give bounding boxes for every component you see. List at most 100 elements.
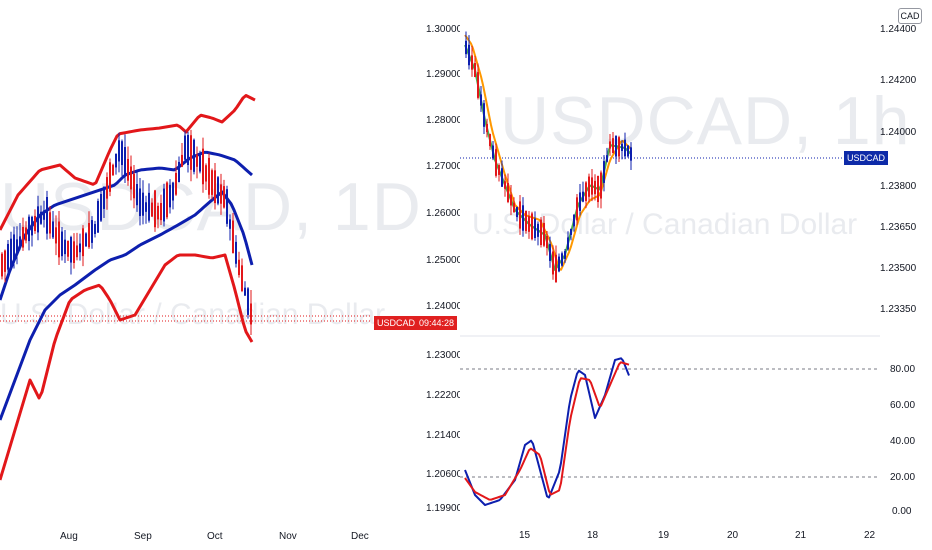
candle-body (564, 251, 566, 259)
price-axis-label: 1.23500 (880, 263, 917, 274)
candle-body (492, 145, 494, 159)
candle-body (172, 182, 174, 201)
candle-body (61, 231, 63, 257)
moving-average-line (464, 34, 632, 271)
candle-body (232, 220, 234, 253)
candle-body (88, 223, 90, 248)
candle-body (76, 245, 78, 258)
candle-body (79, 243, 81, 253)
upper-band-line (0, 94, 256, 231)
candle-body (7, 243, 9, 270)
candle-body (615, 135, 617, 157)
candle-body (103, 186, 105, 209)
candle-body (202, 148, 204, 185)
candle-body (579, 192, 581, 211)
candle-body (531, 213, 533, 240)
candle-body (19, 236, 21, 248)
candle-body (235, 241, 237, 264)
candle-body (160, 203, 162, 221)
y-axis-label: 1.28000 (426, 115, 463, 126)
candle-body (133, 173, 135, 199)
candle-body (211, 170, 213, 195)
candle-body (121, 141, 123, 166)
currency-button[interactable]: CAD (898, 8, 922, 24)
candle-body (67, 240, 69, 257)
blue-band-line (0, 190, 254, 421)
candle-body (193, 139, 195, 172)
candle-body (148, 192, 150, 221)
candle-body (43, 210, 45, 220)
candle-body (471, 55, 473, 70)
candle-body (58, 221, 60, 258)
candle-body (229, 219, 231, 229)
oscillator-axis-label: 0.00 (892, 506, 912, 517)
candle-body (474, 63, 476, 77)
candle-body (109, 162, 111, 192)
hourly-candle-chart[interactable] (460, 0, 932, 550)
candle-body (504, 181, 506, 189)
candle-body (28, 216, 30, 242)
candle-body (49, 212, 51, 234)
candle-body (136, 184, 138, 206)
x-axis-label: Nov (279, 531, 297, 542)
candle-body (91, 220, 93, 243)
candle-body (196, 154, 198, 167)
candle-body (73, 241, 75, 264)
candle-body (205, 165, 207, 182)
candle-body (214, 170, 216, 204)
candle-body (507, 183, 509, 202)
candle-body (85, 233, 87, 247)
candle-body (582, 191, 584, 202)
candle-body (465, 40, 467, 55)
candle-body (627, 145, 629, 157)
candle-body (55, 227, 57, 244)
y-axis-label: 1.30000 (426, 24, 463, 35)
candle-body (576, 197, 578, 221)
candle-body (247, 288, 249, 315)
y-axis-label: 1.27000 (426, 161, 463, 172)
x-axis-label: 20 (727, 530, 739, 541)
candle-body (181, 154, 183, 167)
x-axis-label: 19 (658, 530, 670, 541)
candle-body (52, 221, 54, 238)
daily-candle-chart[interactable] (0, 0, 460, 550)
candle-body (154, 190, 156, 228)
candle-body (513, 202, 515, 213)
candle-body (169, 184, 171, 208)
candle-body (244, 287, 246, 296)
candle-body (585, 182, 587, 201)
y-axis-label: 1.19900 (426, 503, 463, 514)
y-axis-label: 1.26000 (426, 208, 463, 219)
y-axis-label: 1.20600 (426, 469, 463, 480)
candle-body (543, 222, 545, 246)
daily-chart-pane[interactable]: USDCAD, 1D U.S. Dollar / Canadian Dollar… (0, 0, 463, 550)
candle-body (561, 253, 563, 266)
candle-body (534, 218, 536, 239)
candle-body (241, 265, 243, 291)
price-axis-label: 1.23350 (880, 304, 917, 315)
candle-body (573, 214, 575, 227)
candle-body (528, 216, 530, 232)
candle-body (208, 157, 210, 195)
candle-body (525, 210, 527, 232)
candle-body (489, 133, 491, 147)
candle-body (10, 238, 12, 267)
x-axis-label: 18 (587, 530, 599, 541)
candle-body (199, 155, 201, 172)
candle-body (1, 253, 3, 277)
symbol-price-tag: USDCAD (844, 151, 889, 165)
y-axis-label: 1.25000 (426, 255, 463, 266)
candle-body (82, 228, 84, 257)
candle-body (567, 237, 569, 250)
candle-body (157, 205, 159, 220)
bar-countdown: 09:44:28 (416, 316, 458, 330)
candle-body (621, 143, 623, 151)
hourly-chart-pane[interactable]: USDCAD, 1h U.S. Dollar / Canadian Dollar… (460, 0, 932, 550)
price-axis-label: 1.23800 (880, 181, 917, 192)
x-axis-label: Oct (207, 531, 223, 542)
x-axis-label: Dec (351, 531, 369, 542)
candle-body (178, 161, 180, 183)
candle-body (537, 223, 539, 237)
candle-body (34, 215, 36, 232)
candle-body (220, 184, 222, 204)
